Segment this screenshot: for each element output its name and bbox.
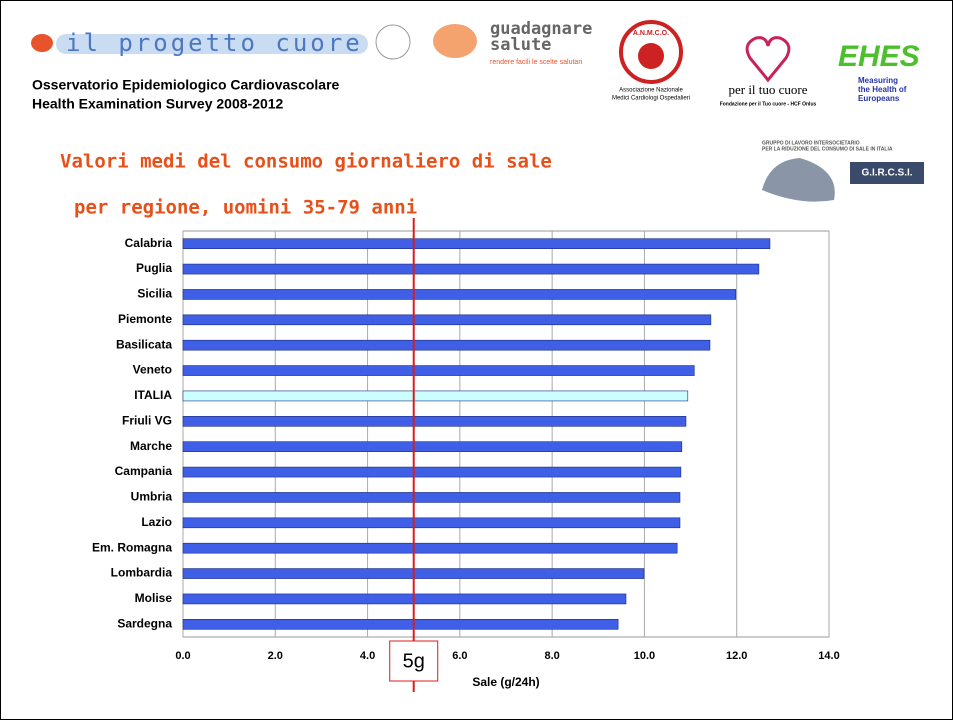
logo-dot (31, 34, 53, 52)
bar (183, 518, 680, 528)
y-tick-label: Molise (135, 591, 173, 605)
x-tick-label: 10.0 (634, 650, 655, 662)
chart-subtitle: per regione, uomini 35-79 anni (74, 197, 417, 219)
y-tick-label: Basilicata (116, 337, 172, 351)
logo-gs-tagline: rendere facili le scelte salutari (490, 59, 583, 66)
slide: il progetto cuore Osservatorio Epidemiol… (0, 0, 953, 720)
logo-ehes: EHES (838, 40, 920, 73)
logo-gs-heart (433, 24, 477, 58)
reference-label: 5g (403, 650, 425, 672)
bar (183, 442, 682, 452)
subtitle-line: Osservatorio Epidemiologico Cardiovascol… (32, 77, 340, 93)
bar (183, 366, 694, 376)
bar (183, 594, 626, 604)
x-tick-label: 8.0 (544, 650, 559, 662)
logo-caption: Europeans (858, 94, 900, 103)
y-tick-label: Friuli VG (122, 413, 172, 427)
y-tick-label: Veneto (133, 363, 172, 377)
logo-caption: Medici Cardiologi Ospedalieri (612, 96, 690, 102)
bar (183, 543, 677, 553)
x-tick-label: 14.0 (818, 650, 839, 662)
y-tick-label: Sardegna (117, 616, 172, 630)
chart-title: Valori medi del consumo giornaliero di s… (60, 151, 552, 173)
subtitle-line: Health Examination Survey 2008-2012 (32, 96, 284, 112)
logo-anmco-text: A.N.M.C.O. (633, 30, 669, 37)
bar (183, 492, 680, 502)
x-tick-label: 0.0 (175, 650, 190, 662)
logo-tuocuore: per il tuo cuore (728, 82, 807, 97)
logo-caption: the Health of (858, 85, 907, 94)
x-tick-label: 4.0 (360, 650, 375, 662)
bar (183, 416, 686, 426)
bar (183, 619, 618, 629)
bar (183, 289, 736, 299)
bar (183, 264, 759, 274)
x-tick-label: 12.0 (726, 650, 747, 662)
logo-caption: Associazione Nazionale (619, 88, 683, 94)
y-tick-label: Em. Romagna (92, 540, 172, 554)
y-tick-label: Umbria (131, 490, 173, 504)
logo-caption: Fondazione per il Tuo cuore - HCF Onlus (720, 101, 817, 107)
logo-anmco-heart (638, 43, 664, 69)
y-tick-label: ITALIA (134, 388, 172, 402)
logo-text: il progetto cuore (66, 29, 363, 57)
y-tick-label: Campania (115, 464, 173, 478)
bar (183, 340, 710, 350)
y-tick-label: Lazio (141, 515, 172, 529)
x-axis-label: Sale (g/24h) (472, 675, 539, 689)
logo-gircsi: G.I.R.C.S.I. (861, 168, 912, 179)
y-tick-label: Piemonte (118, 312, 172, 326)
bar (183, 239, 770, 249)
y-tick-label: Puglia (136, 261, 172, 275)
y-tick-label: Marche (130, 439, 172, 453)
logo-caption: PER LA RIDUZIONE DEL CONSUMO DI SALE IN … (762, 146, 893, 152)
y-tick-label: Sicilia (137, 287, 172, 301)
y-tick-label: Calabria (125, 236, 173, 250)
bar (183, 467, 681, 477)
y-tick-label: Lombardia (111, 566, 173, 580)
bar (183, 391, 688, 401)
bar (183, 315, 711, 325)
logo-caption: Measuring (858, 76, 898, 85)
x-tick-label: 2.0 (268, 650, 283, 662)
x-tick-label: 6.0 (452, 650, 467, 662)
logo-gs-text: salute (490, 35, 551, 55)
